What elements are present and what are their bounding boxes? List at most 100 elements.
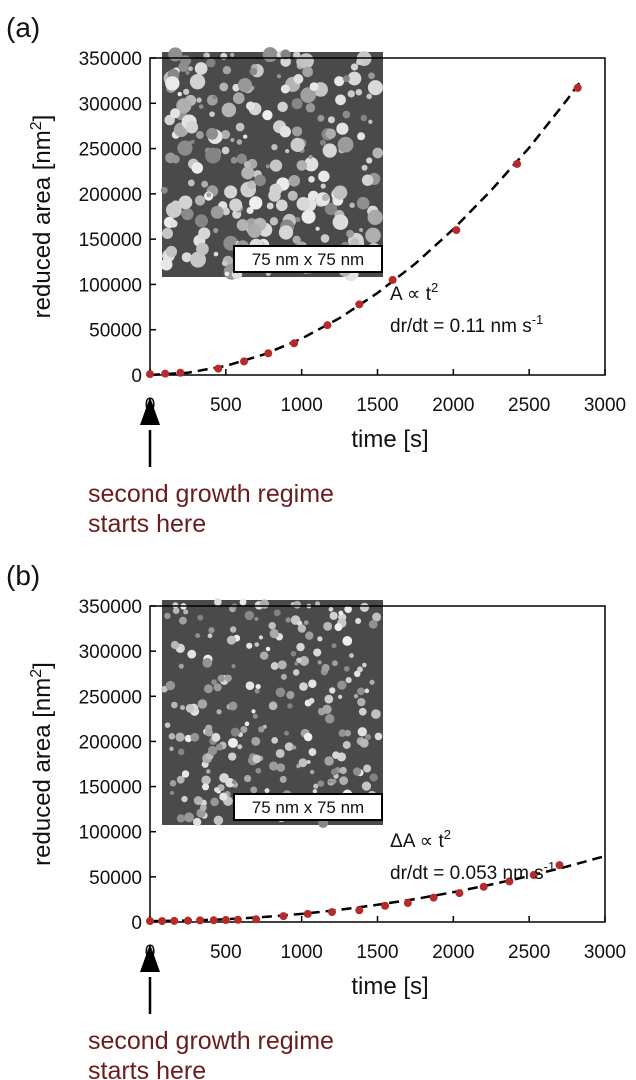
inset-texture (258, 726, 265, 733)
inset-texture (193, 817, 202, 827)
annotation-text: dr/dt = 0.053 nm s (390, 863, 544, 884)
inset-texture (196, 97, 202, 103)
inset-texture (181, 207, 194, 221)
inset-texture (169, 219, 178, 228)
inset-texture (321, 193, 330, 202)
inset-texture (357, 727, 367, 737)
inset-texture (279, 125, 291, 138)
inset-texture (292, 669, 300, 676)
inset-texture (264, 788, 270, 794)
inset-texture (197, 614, 204, 621)
inset-texture (312, 789, 318, 794)
inset-texture (365, 227, 381, 244)
x-tick-label: 1500 (356, 395, 398, 416)
inset-texture (185, 70, 190, 75)
y-tick-label: 50000 (89, 321, 142, 342)
inset-texture (243, 160, 251, 168)
inset-texture (368, 619, 378, 629)
inset-texture (171, 701, 178, 709)
inset-texture (291, 98, 303, 110)
inset-texture (236, 219, 249, 232)
inset-texture (240, 726, 248, 734)
inset-texture (276, 763, 286, 772)
inset-texture (254, 616, 259, 621)
inset-texture (365, 734, 372, 741)
inset-texture (255, 684, 261, 690)
inset-texture (360, 114, 368, 122)
data-point (196, 916, 205, 925)
inset-texture (235, 122, 245, 132)
inset-texture (374, 732, 383, 741)
inset-texture (198, 227, 211, 240)
data-point (381, 901, 390, 910)
inset-texture (268, 622, 276, 630)
inset-texture (244, 721, 250, 727)
data-point (479, 882, 488, 891)
data-point (555, 861, 564, 870)
inset-texture (210, 797, 219, 807)
inset-texture (171, 154, 180, 164)
annotation: dr/dt = 0.11 nm s-1 (390, 312, 543, 337)
data-point (214, 364, 223, 373)
inset-texture (309, 82, 319, 91)
inset-texture (183, 88, 190, 95)
inset-texture (201, 775, 211, 785)
data-point (252, 915, 261, 924)
annotation: dr/dt = 0.053 nm s-1 (390, 859, 555, 884)
inset-texture (176, 98, 192, 114)
inset-texture (325, 128, 336, 139)
inset-texture (366, 157, 373, 164)
y-axis-label-tail: ] (29, 115, 56, 122)
inset-texture (318, 708, 326, 716)
x-tick-label: 500 (210, 395, 242, 416)
data-point (505, 877, 514, 886)
x-tick-label: 1000 (281, 395, 323, 416)
inset-texture (198, 104, 204, 109)
inset-texture (229, 198, 243, 212)
panel-label: (a) (6, 12, 40, 43)
inset-texture (292, 51, 301, 60)
inset-texture (224, 185, 238, 199)
inset-texture (276, 74, 282, 79)
inset-texture (342, 75, 350, 83)
inset-texture (287, 703, 293, 709)
inset-texture (161, 227, 174, 239)
inset-label-box (233, 245, 383, 273)
inset-texture (205, 147, 221, 164)
inset-texture (324, 694, 334, 704)
inset-texture (206, 57, 216, 68)
inset-texture (165, 202, 182, 218)
y-tick-label: 0 (131, 366, 142, 387)
inset-texture (305, 103, 316, 113)
inset-texture (344, 729, 351, 737)
inset-texture (357, 697, 366, 707)
inset-texture (286, 691, 295, 700)
inset-texture (363, 764, 372, 773)
inset-texture (228, 752, 237, 761)
inset-texture (285, 617, 291, 623)
inset-texture (231, 664, 236, 669)
inset-texture (197, 699, 208, 709)
inset-texture (331, 643, 337, 649)
inset-label: 75 nm x 75 nm (252, 250, 364, 269)
inset-texture (353, 693, 359, 699)
data-point (355, 300, 364, 309)
inset-texture (308, 748, 317, 756)
inset-texture (292, 235, 301, 244)
inset-texture (206, 127, 219, 140)
inset-texture (287, 190, 298, 201)
inset-texture (368, 119, 373, 124)
inset-texture (329, 687, 336, 694)
inset-texture (334, 76, 345, 87)
inset-texture (183, 609, 189, 615)
inset-texture (249, 196, 263, 210)
inset-texture (246, 207, 254, 215)
inset-texture (349, 202, 355, 208)
inset-texture (178, 195, 193, 210)
inset-texture (297, 624, 307, 633)
inset-texture (320, 183, 326, 189)
inset-texture (236, 153, 247, 164)
inset-texture (275, 199, 288, 212)
data-point (240, 357, 249, 366)
